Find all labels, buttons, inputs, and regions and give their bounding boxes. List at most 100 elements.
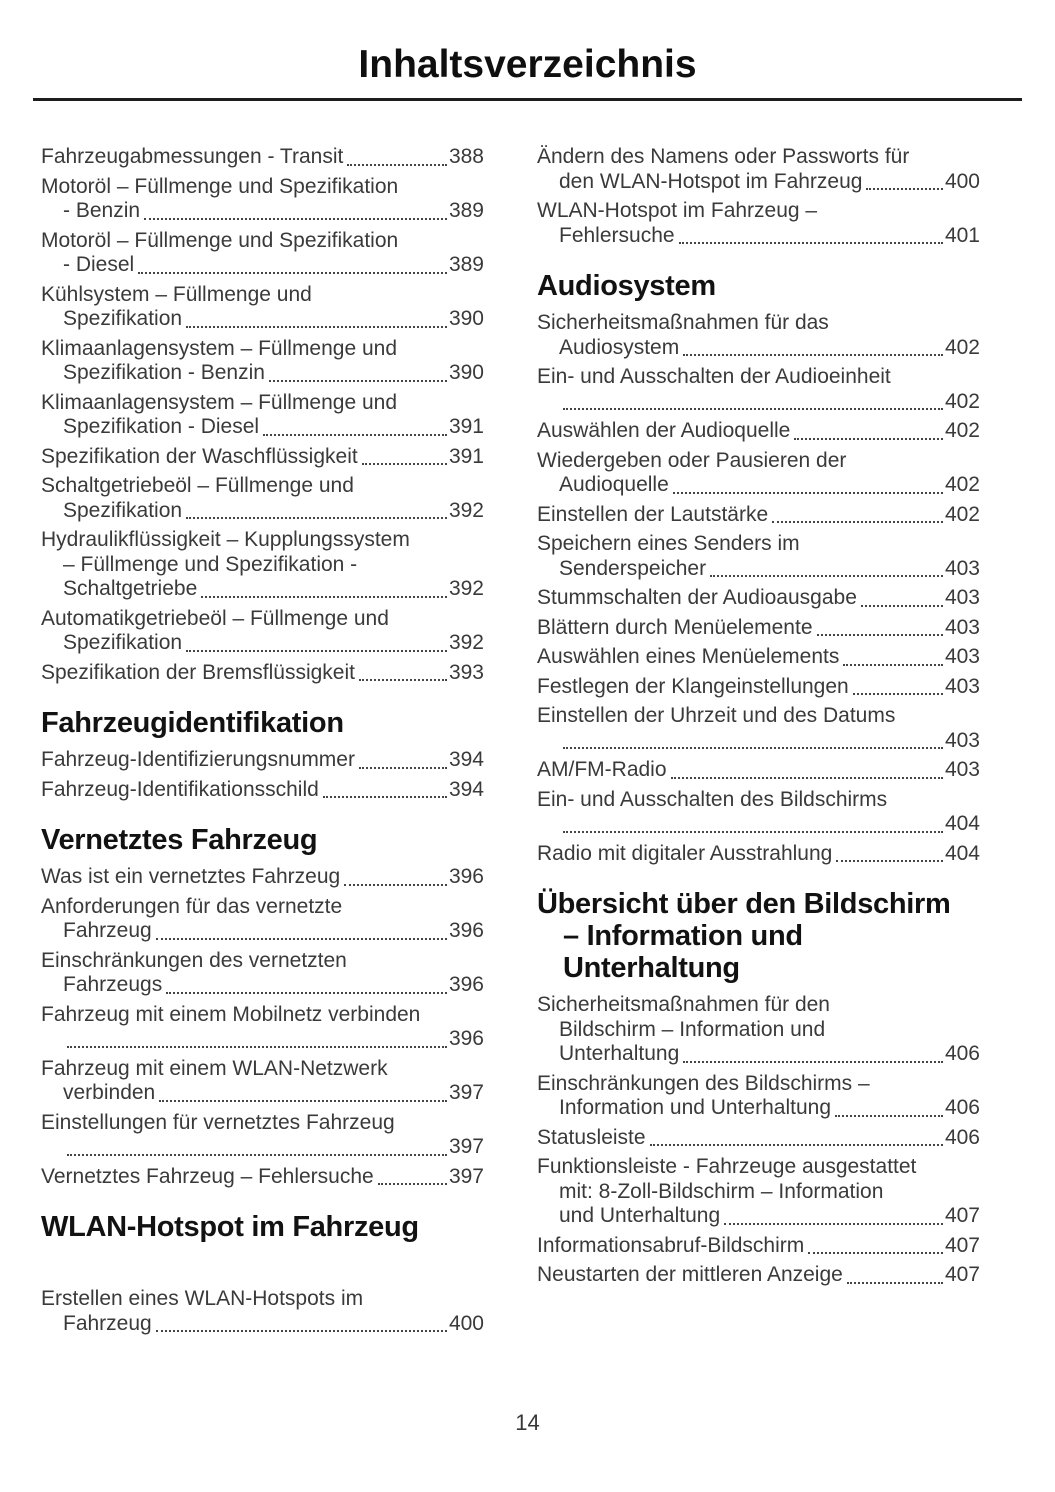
toc-entry-line: – Füllmenge und Spezifikation -	[63, 552, 358, 576]
page-ref: 406	[944, 1125, 980, 1149]
title-divider	[33, 98, 1022, 101]
page-ref: 396	[448, 919, 484, 942]
page-ref: 396	[448, 865, 484, 888]
dot-leader	[186, 517, 447, 519]
toc-entry-line: Ein- und Ausschalten der Audioeinheit	[537, 365, 891, 388]
toc-entry-line: Spezifikation der Waschflüssigkeit 391	[41, 445, 484, 470]
toc-entry-text: Blättern durch Menüelemente	[537, 615, 813, 639]
toc-entry-line: Fahrzeug-Identifikationsschild 394	[41, 778, 484, 803]
page-ref: 402	[944, 335, 980, 359]
toc-entry-line: Neustarten der mittleren Anzeige 407	[537, 1263, 980, 1288]
toc-entry-line: Speichern eines Senders im	[537, 532, 800, 555]
toc-entry-text: Spezifikation	[63, 307, 183, 330]
toc-entry: Einstellungen für vernetztes Fahrzeug 397	[41, 1111, 484, 1160]
toc-entry: Klimaanlagensystem – Füllmenge und Spezif…	[41, 391, 484, 440]
toc-entry: Schaltgetriebeöl – Füllmenge und Spezifik…	[41, 474, 484, 523]
toc-entry-line: Funktionsleiste - Fahrzeuge ausgestattet	[537, 1155, 917, 1178]
toc-entry-line: Information und Unterhaltung 406	[537, 1096, 980, 1121]
toc-section: Ändern des Namens oder Passworts für den …	[537, 145, 980, 248]
toc-entry-text: Fahrzeugabmessungen - Transit	[41, 145, 344, 168]
toc-entry-text: Fehlersuche	[559, 223, 675, 247]
toc-entry-line: Fahrzeugs 396	[41, 973, 484, 998]
section-heading: Fahrzeugidentifikation	[41, 707, 344, 739]
section-heading: Übersicht über den Bildschirm – Informati…	[537, 888, 951, 984]
dot-leader	[361, 463, 447, 465]
toc-entry-text: Spezifikation - Diesel	[63, 415, 260, 438]
page-ref: 388	[448, 145, 484, 168]
toc-entry-line: den WLAN-Hotspot im Fahrzeug 400	[537, 170, 980, 195]
toc-entry-line: und Unterhaltung 407	[537, 1204, 980, 1229]
toc-entry-line: Einstellen der Uhrzeit und des Datums	[537, 704, 896, 727]
toc-entry-line: Spezifikation der Bremsflüssigkeit 393	[41, 661, 484, 686]
toc-entry-line: Anforderungen für das vernetzte	[41, 894, 343, 918]
toc-entry-text: Vernetztes Fahrzeug – Fehlersuche	[41, 1164, 374, 1188]
toc-entry: Einschränkungen des vernetzten Fahrzeugs 3…	[41, 949, 484, 998]
toc-entry: Auswählen der Audioquelle 402	[537, 419, 980, 444]
toc-entry-text: Neustarten der mittleren Anzeige	[537, 1263, 843, 1286]
toc-columns: Fahrzeugabmessungen - Transit 388 Motoröl …	[0, 101, 1055, 1341]
page-ref: 390	[448, 361, 484, 384]
toc-entry-text: - Diesel	[63, 253, 135, 276]
dot-leader	[670, 776, 943, 779]
toc-entry-text: Fahrzeug	[63, 919, 152, 942]
dot-leader	[843, 663, 943, 666]
page-ref: 390	[448, 307, 484, 330]
page-ref: 403	[944, 615, 980, 639]
toc-entry: Auswählen eines Menüelements 403	[537, 645, 980, 670]
toc-section: Fahrzeugidentifikation Fahrzeug-Identifiz…	[41, 707, 484, 802]
toc-entry: Was ist ein vernetztes Fahrzeug 396	[41, 865, 484, 890]
dot-leader	[563, 830, 943, 833]
toc-entry: Statusleiste 406	[537, 1126, 980, 1151]
toc-entry-text: Auswählen eines Menüelements	[537, 645, 840, 668]
toc-entry: Informationsabruf-Bildschirm 407	[537, 1234, 980, 1259]
toc-entry-text: Radio mit digitaler Ausstrahlung	[537, 841, 833, 865]
page-ref: 402	[944, 473, 980, 496]
toc-entry: Vernetztes Fahrzeug – Fehlersuche 397	[41, 1165, 484, 1190]
toc-entry-line: Sicherheitsmaßnahmen für das	[537, 311, 829, 334]
toc-entry-line: 402	[537, 390, 980, 415]
toc-entry-text: Festlegen der Klangeinstellungen	[537, 674, 849, 698]
toc-entry-line: Einstellen der Lautstärke 402	[537, 503, 980, 528]
toc-entry-text: Unterhaltung	[559, 1042, 680, 1065]
toc-entry-text: Fahrzeug-Identifikationsschild	[41, 777, 319, 801]
toc-entry-line: Fahrzeugabmessungen - Transit 388	[41, 145, 484, 170]
page-ref: 394	[448, 777, 484, 801]
toc-entry-line: Fehlersuche 401	[537, 224, 980, 249]
dot-leader	[866, 188, 943, 190]
page-ref: 407	[944, 1233, 980, 1257]
dot-leader	[358, 766, 447, 769]
page-ref: 403	[944, 758, 980, 781]
toc-entry-line: Klimaanlagensystem – Füllmenge und	[41, 336, 398, 360]
section-heading: WLAN-Hotspot im Fahrzeug	[41, 1211, 419, 1243]
toc-entry: Radio mit digitaler Ausstrahlung 404	[537, 842, 980, 867]
page-ref: 407	[944, 1204, 980, 1227]
dot-leader	[683, 1060, 943, 1063]
page-title: Inhaltsverzeichnis	[358, 43, 697, 86]
page-ref: 400	[448, 1311, 484, 1335]
toc-entry: Wiedergeben oder Pausieren der Audioquell…	[537, 449, 980, 498]
toc-entry-line: Audioquelle 402	[537, 473, 980, 498]
toc-entry-text: AM/FM-Radio	[537, 758, 667, 781]
toc-entry-text: Informationsabruf-Bildschirm	[537, 1233, 805, 1257]
toc-entry-line: Fahrzeug 400	[41, 1312, 484, 1337]
toc-entry-line: Ändern des Namens oder Passworts für	[537, 145, 910, 168]
toc-entry-line: WLAN-Hotspot im Fahrzeug –	[537, 199, 818, 222]
toc-entry-line: Einschränkungen des Bildschirms –	[537, 1071, 870, 1095]
page-ref: 402	[944, 502, 980, 526]
dot-leader	[672, 491, 943, 494]
toc-entry: Funktionsleiste - Fahrzeuge ausgestattet…	[537, 1155, 980, 1229]
toc-entry-line: Spezifikation - Benzin 390	[41, 361, 484, 386]
manual-toc-page: Inhaltsverzeichnis Fahrzeugabmessungen -…	[0, 43, 1055, 1435]
toc-entry-line: Schaltgetriebeöl – Füllmenge und	[41, 474, 354, 497]
page-ref: 397	[448, 1135, 484, 1158]
toc-entry-text: Information und Unterhaltung	[559, 1096, 832, 1119]
page-ref: 391	[448, 415, 484, 438]
toc-entry-text: Senderspeicher	[559, 556, 707, 580]
toc-entry-line: 396	[41, 1027, 484, 1052]
toc-section: Vernetztes Fahrzeug Was ist ein vernetzte…	[41, 824, 484, 1189]
toc-entry-line: Spezifikation 390	[41, 307, 484, 332]
toc-entry: Stummschalten der Audioausgabe 403	[537, 586, 980, 611]
page-ref: 389	[448, 253, 484, 276]
page-ref: 389	[448, 199, 484, 222]
section-heading: Audiosystem	[537, 270, 716, 302]
